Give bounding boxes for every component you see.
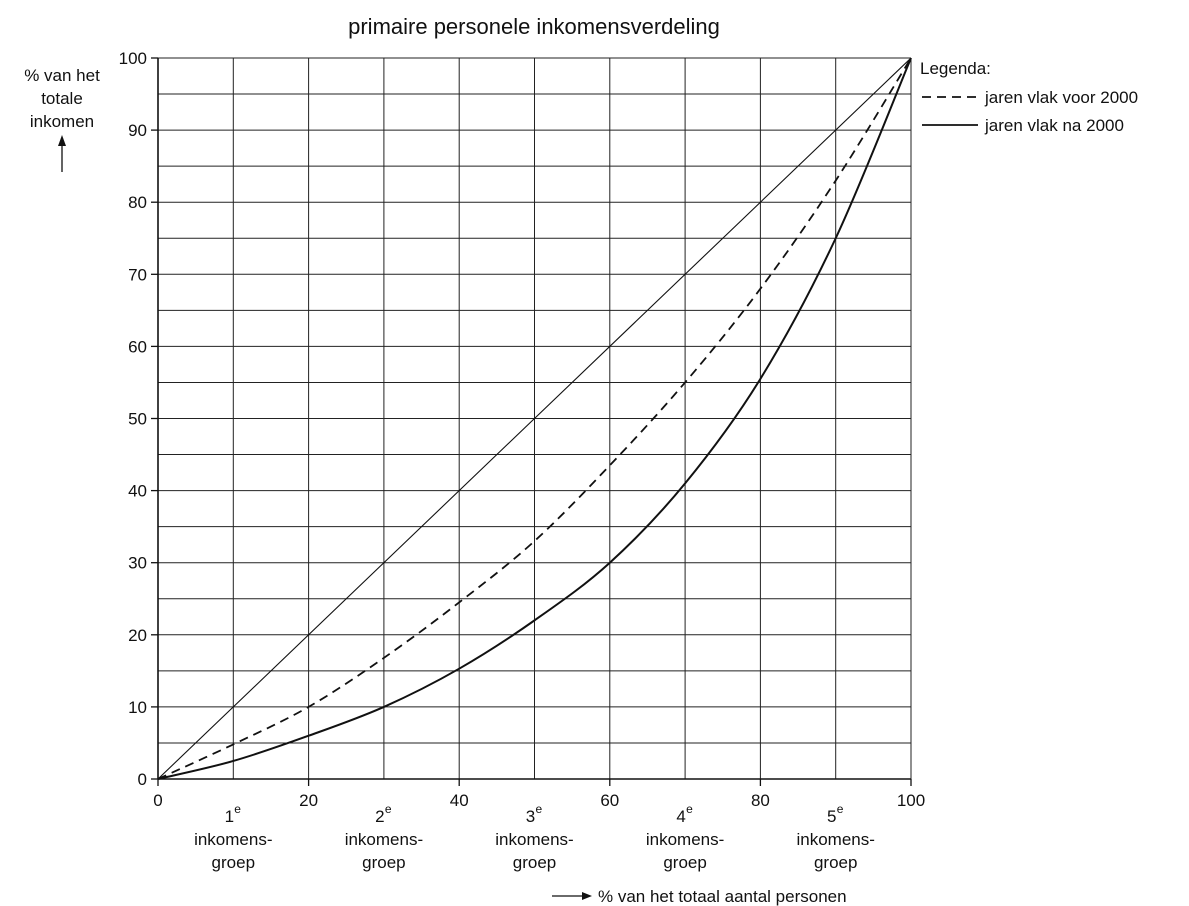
y-tick-label: 80 [128,193,147,212]
legend-item-after-2000: jaren vlak na 2000 [984,116,1124,135]
x-tick-label: 100 [897,791,925,810]
y-axis-label-line-3: inkomen [30,112,94,131]
y-tick-label: 0 [138,770,147,789]
y-tick-label: 20 [128,626,147,645]
group-label-line-1: inkomens- [345,830,423,849]
group-label-line-2: groep [663,853,706,872]
y-tick-label: 100 [119,49,147,68]
y-tick-label: 30 [128,554,147,573]
x-tick-label: 0 [153,791,162,810]
y-tick-label: 10 [128,698,147,717]
group-number-superscript: e [234,802,241,816]
group-number: 2 [375,807,384,826]
axes [151,57,912,786]
x-tick-label: 60 [600,791,619,810]
y-tick-labels: 0 10 20 30 40 50 60 70 80 90 100 [119,49,147,789]
curve-after-2000 [157,57,912,780]
y-tick-label: 70 [128,265,147,284]
chart-title: primaire personele inkomensverdeling [348,14,720,39]
x-axis-label-group: % van het totaal aantal personen [552,887,847,906]
group-number-superscript: e [385,802,392,816]
legend-item-before-2000: jaren vlak voor 2000 [984,88,1138,107]
group-label-line-1: inkomens- [646,830,724,849]
y-axis-label-line-2: totale [41,89,83,108]
group-number-superscript: e [536,802,543,816]
group-label-line-1: inkomens- [194,830,272,849]
group-label-line-2: groep [212,853,255,872]
group-number: 4 [676,807,685,826]
y-tick-label: 40 [128,482,147,501]
y-tick-label: 50 [128,410,147,429]
y-tick-label: 60 [128,337,147,356]
curve-before-2000 [157,57,912,780]
x-axis-arrowhead-icon [582,892,592,900]
x-tick-label: 80 [751,791,770,810]
group-number-superscript: e [686,802,693,816]
x-tick-label: 40 [450,791,469,810]
group-number-superscript: e [837,802,844,816]
group-label-line-2: groep [513,853,556,872]
group-label-line-2: groep [362,853,405,872]
group-number: 5 [827,807,836,826]
legend: Legenda: jaren vlak voor 2000 jaren vlak… [920,59,1138,135]
x-tick-labels: 0 20 40 60 80 100 [153,791,925,810]
y-tick-label: 90 [128,121,147,140]
y-axis-label: % van het totale inkomen [24,66,100,172]
x-axis-label: % van het totaal aantal personen [598,887,847,906]
y-axis-label-line-1: % van het [24,66,100,85]
y-axis-arrowhead-icon [58,135,66,146]
legend-title: Legenda: [920,59,991,78]
group-number: 3 [526,807,535,826]
group-label-line-1: inkomens- [495,830,573,849]
group-label-line-2: groep [814,853,857,872]
group-number: 1 [225,807,234,826]
equality-line [157,57,912,780]
lorenz-curves [157,57,912,780]
group-label-line-1: inkomens- [796,830,874,849]
x-tick-label: 20 [299,791,318,810]
